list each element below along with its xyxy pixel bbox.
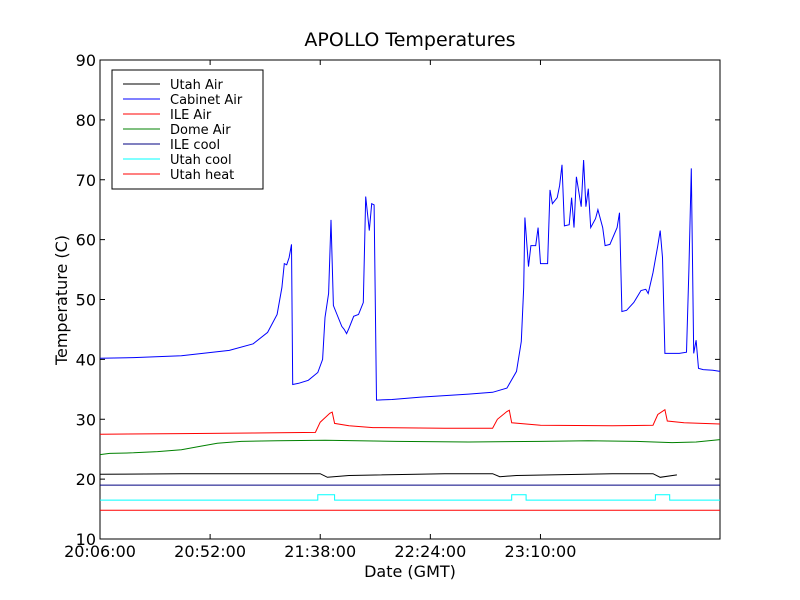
x-tick-label: 21:38:00 bbox=[284, 542, 356, 561]
y-tick-label: 50 bbox=[76, 291, 96, 310]
legend-label: ILE Air bbox=[170, 108, 212, 123]
legend-label: Utah cool bbox=[170, 153, 232, 168]
x-tick-label: 23:10:00 bbox=[505, 542, 577, 561]
legend-label: ILE cool bbox=[170, 138, 220, 153]
legend-label: Dome Air bbox=[170, 123, 231, 138]
series-line-ile-air bbox=[99, 408, 721, 435]
x-axis-label: Date (GMT) bbox=[364, 562, 456, 581]
series-line-cabinet-air bbox=[99, 159, 721, 401]
series-line-utah-air bbox=[99, 473, 677, 478]
legend-label: Utah heat bbox=[170, 168, 234, 183]
series-line-utah-cool bbox=[100, 494, 720, 501]
legend-label: Utah Air bbox=[170, 78, 223, 93]
series-line-dome-air bbox=[99, 439, 721, 456]
ticks-layer: 10 20 30 40 50 60 70 80 90 20:06:00 20:52:00 21:38:… bbox=[64, 51, 720, 561]
x-tick-label: 20:06:00 bbox=[64, 542, 136, 561]
x-tick-label: 20:52:00 bbox=[174, 542, 246, 561]
y-tick-label: 40 bbox=[76, 350, 96, 369]
series-layer bbox=[99, 159, 721, 511]
y-tick-label: 30 bbox=[76, 410, 96, 429]
y-tick-label: 70 bbox=[76, 171, 96, 190]
legend-label: Cabinet Air bbox=[170, 93, 243, 108]
x-tick-label: 22:24:00 bbox=[394, 542, 466, 561]
y-tick-label: 20 bbox=[76, 470, 96, 489]
y-tick-label: 60 bbox=[76, 231, 96, 250]
y-tick-label: 90 bbox=[76, 51, 96, 70]
y-axis-label: Temperature (C) bbox=[52, 235, 71, 366]
y-tick-label: 10 bbox=[76, 530, 96, 549]
chart-title: APOLLO Temperatures bbox=[304, 29, 515, 51]
y-tick-label: 80 bbox=[76, 111, 96, 130]
